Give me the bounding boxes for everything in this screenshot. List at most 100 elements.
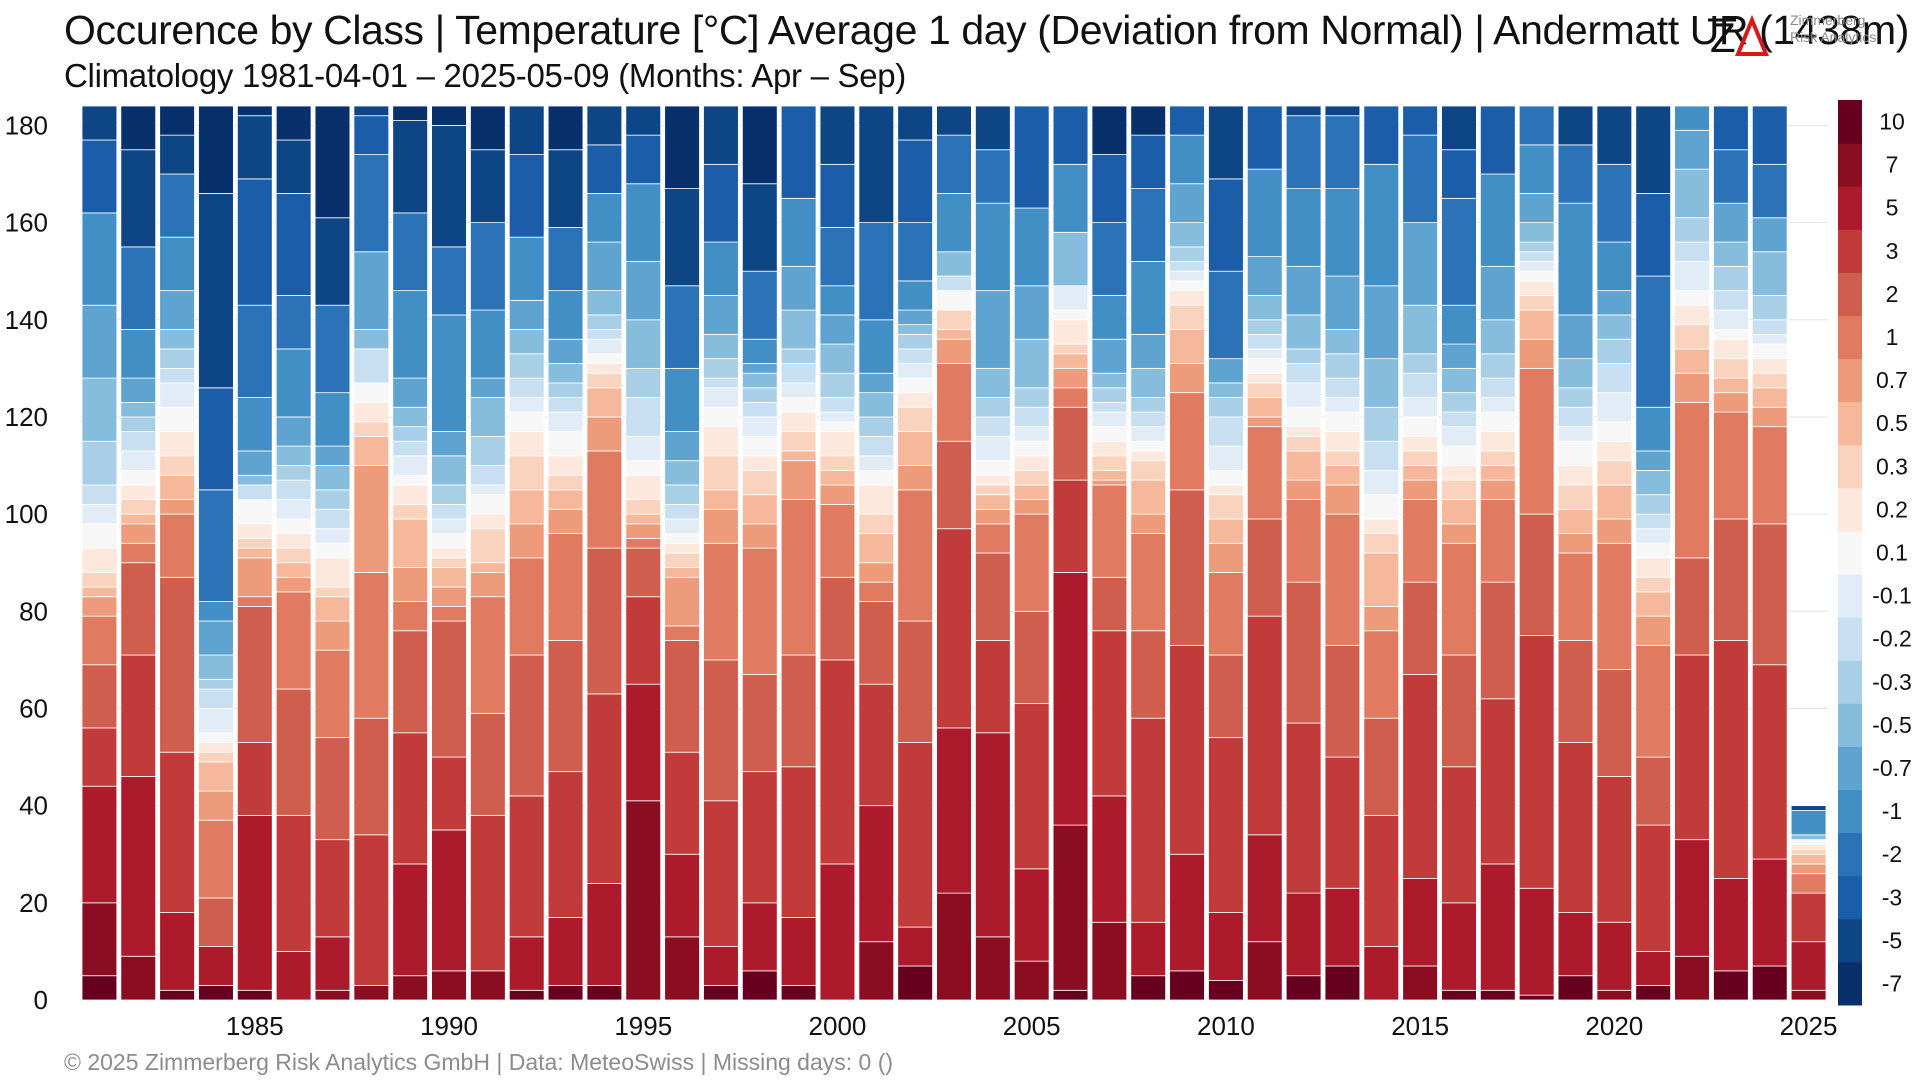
bar-segment bbox=[432, 485, 467, 504]
bar-segment bbox=[315, 446, 350, 465]
bar-segment bbox=[1480, 432, 1515, 451]
bar-segment bbox=[1131, 441, 1166, 451]
bar-segment bbox=[1131, 261, 1166, 334]
bar-segment bbox=[1636, 577, 1671, 592]
bar-segment bbox=[1752, 665, 1787, 859]
bar-segment bbox=[1713, 879, 1748, 971]
bar-segment bbox=[742, 436, 777, 455]
bar-segment bbox=[1053, 310, 1088, 320]
bar-segment bbox=[1364, 164, 1399, 285]
x-axis: 1985 1990 1995 2000 2005 2010 2015 2020 2025 bbox=[226, 1011, 1838, 1041]
bar-segment bbox=[820, 470, 855, 485]
colorbar-swatch bbox=[1838, 229, 1862, 273]
bar-segment bbox=[1286, 893, 1321, 976]
bar-segment bbox=[1480, 500, 1515, 583]
bar-segment bbox=[859, 806, 894, 942]
bar-segment bbox=[704, 801, 739, 947]
bar-segment bbox=[1053, 164, 1088, 232]
bar-segment bbox=[1170, 364, 1205, 393]
bar-segment bbox=[315, 393, 350, 446]
bar-2003 bbox=[937, 106, 972, 1000]
bar-segment bbox=[470, 310, 505, 378]
bar-segment bbox=[587, 548, 622, 694]
bar-segment bbox=[1403, 223, 1438, 306]
colorbar-label: 0.1 bbox=[1876, 540, 1908, 566]
bar-segment bbox=[1247, 616, 1282, 835]
bar-segment bbox=[1713, 203, 1748, 242]
bar-2021 bbox=[1636, 106, 1671, 1000]
bar-segment bbox=[1286, 451, 1321, 480]
bar-segment bbox=[1131, 631, 1166, 718]
bar-segment bbox=[665, 752, 700, 854]
bar-segment bbox=[160, 913, 195, 991]
bar-segment bbox=[276, 592, 311, 689]
bar-segment bbox=[665, 553, 700, 568]
bar-segment bbox=[82, 524, 117, 548]
bar-segment bbox=[975, 398, 1010, 417]
bar-segment bbox=[1636, 645, 1671, 757]
colorbar-label: 10 bbox=[1879, 109, 1905, 135]
bar-segment bbox=[1131, 480, 1166, 514]
bar-segment bbox=[1131, 461, 1166, 480]
bar-2014 bbox=[1364, 106, 1399, 1000]
bar-segment bbox=[1558, 388, 1593, 407]
bar-segment bbox=[1403, 305, 1438, 354]
bar-segment bbox=[121, 402, 156, 417]
bar-segment bbox=[975, 733, 1010, 937]
bar-segment bbox=[1636, 106, 1671, 193]
bar-segment bbox=[509, 398, 544, 413]
bar-2023 bbox=[1713, 106, 1748, 1000]
bar-segment bbox=[742, 548, 777, 674]
bar-segment bbox=[1558, 534, 1593, 553]
bar-segment bbox=[1247, 398, 1282, 417]
bar-segment bbox=[781, 917, 816, 985]
bar-segment bbox=[1131, 334, 1166, 368]
bar-segment bbox=[393, 602, 428, 631]
bar-segment bbox=[1014, 514, 1049, 611]
bar-segment bbox=[859, 436, 894, 455]
bar-segment bbox=[1713, 310, 1748, 329]
bar-segment bbox=[626, 261, 661, 319]
bar-segment bbox=[1752, 524, 1787, 665]
bar-segment bbox=[199, 742, 234, 752]
bar-segment bbox=[1131, 514, 1166, 533]
x-tick-label: 1985 bbox=[226, 1011, 284, 1041]
bar-segment bbox=[1131, 368, 1166, 397]
bar-segment bbox=[470, 466, 505, 485]
bar-segment bbox=[626, 461, 661, 476]
bar-segment bbox=[898, 223, 933, 281]
bar-segment bbox=[509, 354, 544, 378]
bar-segment bbox=[704, 295, 739, 334]
bar-segment bbox=[548, 339, 583, 363]
bar-segment bbox=[470, 572, 505, 596]
bar-segment bbox=[121, 106, 156, 150]
bar-segment bbox=[1247, 106, 1282, 169]
bar-segment bbox=[1364, 519, 1399, 534]
bar-segment bbox=[354, 106, 389, 116]
y-axis: 020406080100120140160180 bbox=[5, 110, 48, 1015]
bar-segment bbox=[432, 830, 467, 971]
bar-segment bbox=[1170, 971, 1205, 1000]
bar-segment bbox=[548, 227, 583, 290]
bar-segment bbox=[1752, 859, 1787, 966]
bar-segment bbox=[276, 519, 311, 534]
bar-segment bbox=[1247, 359, 1282, 374]
bar-segment bbox=[1170, 135, 1205, 184]
bar-segment bbox=[393, 733, 428, 864]
bar-segment bbox=[1325, 116, 1360, 189]
bar-segment bbox=[393, 213, 428, 291]
bar-segment bbox=[859, 684, 894, 805]
bar-segment bbox=[160, 456, 195, 475]
bar-segment bbox=[1713, 339, 1748, 358]
bar-segment bbox=[1636, 825, 1671, 951]
bar-1988 bbox=[354, 106, 389, 1000]
bar-segment bbox=[1791, 942, 1826, 991]
bar-segment bbox=[898, 742, 933, 927]
bar-segment bbox=[937, 529, 972, 728]
bar-segment bbox=[1403, 966, 1438, 1000]
bar-segment bbox=[1247, 417, 1282, 427]
bar-segment bbox=[1286, 480, 1321, 499]
bar-segment bbox=[1053, 407, 1088, 480]
bar-segment bbox=[1636, 592, 1671, 616]
bar-segment bbox=[276, 815, 311, 951]
